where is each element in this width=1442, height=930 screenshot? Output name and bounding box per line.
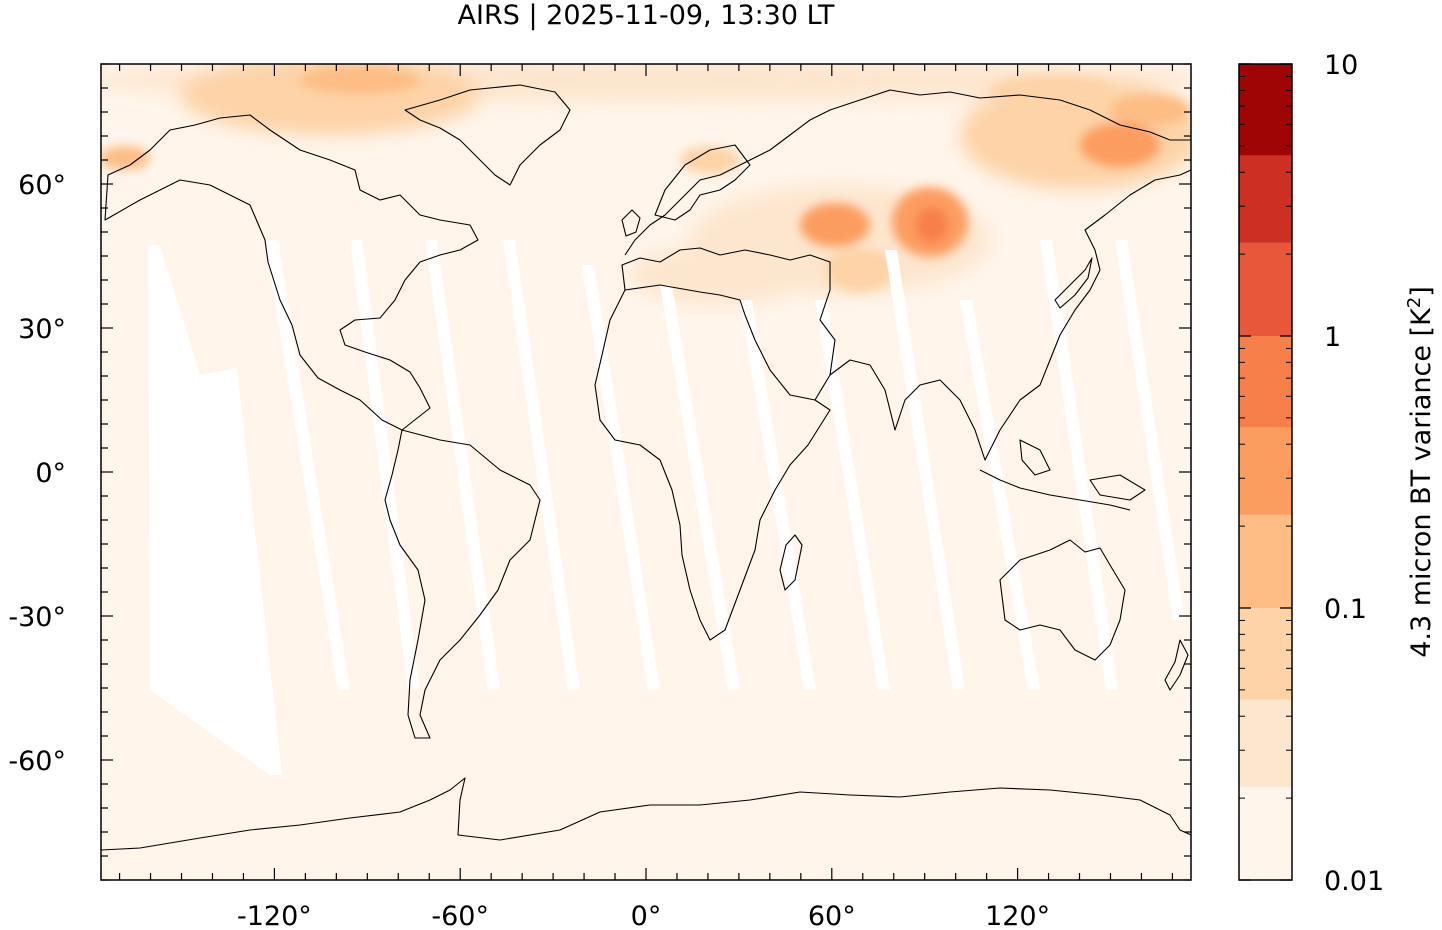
orbit-gap bbox=[1040, 240, 1118, 690]
field-okhotsk bbox=[1080, 123, 1160, 167]
y-tick-label: -60° bbox=[8, 746, 66, 777]
orbit-gap bbox=[740, 300, 816, 690]
coastline-africa bbox=[594, 284, 831, 641]
field-west-siberia bbox=[800, 203, 870, 247]
coastlines bbox=[101, 84, 1191, 851]
colorbar-tick-label: 0.01 bbox=[1324, 866, 1384, 897]
field-altai-core bbox=[916, 207, 948, 243]
coastline-japan bbox=[1054, 257, 1093, 309]
coastline-indonesia bbox=[979, 439, 1146, 511]
colorbar-frame bbox=[1238, 63, 1293, 881]
orbit-gap bbox=[660, 285, 740, 690]
colorbar-level bbox=[1239, 786, 1292, 880]
orbit-gap bbox=[1115, 240, 1185, 620]
field-mediterranean bbox=[630, 245, 810, 305]
variance-field bbox=[101, 64, 1191, 305]
colorbar-tick-label: 0.1 bbox=[1324, 594, 1367, 625]
field-kazakh bbox=[825, 248, 895, 292]
colorbar-label-close: ] bbox=[1406, 286, 1437, 297]
colorbar-label-sup: 2 bbox=[1404, 297, 1425, 308]
chart-title: AIRS | 2025-11-09, 13:30 LT bbox=[458, 0, 835, 31]
field-kamchatka bbox=[1110, 94, 1190, 126]
field-scandinavia bbox=[680, 146, 740, 174]
orbit-gap bbox=[815, 300, 890, 690]
x-tick-label: -60° bbox=[431, 901, 489, 930]
field-canada-arctic bbox=[180, 64, 480, 135]
x-axis: -120° -60° 0° 60° 120° bbox=[118, 64, 1174, 930]
colorbar-level bbox=[1239, 608, 1292, 700]
coastline-greenland bbox=[404, 84, 571, 186]
colorbar-tick-label: 1 bbox=[1324, 322, 1341, 353]
y-axis: 60° 30° 0° -30° -60° bbox=[8, 63, 1191, 881]
coastline-north-america bbox=[104, 114, 479, 431]
y-tick-label: 0° bbox=[35, 458, 66, 489]
orbit-gap bbox=[885, 250, 965, 690]
colorbar-level bbox=[1239, 155, 1292, 243]
coastline-antarctica bbox=[101, 777, 1191, 851]
colorbar bbox=[1239, 64, 1292, 880]
coastline-eurasia bbox=[621, 89, 1191, 461]
colorbar-level bbox=[1239, 64, 1292, 156]
coastline-australia bbox=[999, 539, 1126, 661]
field-greenland-w bbox=[300, 66, 420, 94]
y-tick-label: -30° bbox=[8, 602, 66, 633]
orbit-gap bbox=[960, 300, 1040, 690]
field-alaska bbox=[101, 146, 150, 170]
x-tick-label: -120° bbox=[237, 901, 312, 930]
colorbar-ticks: 10 1 0.1 0.01 bbox=[1239, 50, 1384, 897]
colorbar-level bbox=[1239, 514, 1292, 608]
colorbar-label: 4.3 micron BT variance [K2] bbox=[1404, 286, 1438, 658]
map-background bbox=[101, 64, 1191, 880]
colorbar-level bbox=[1239, 336, 1292, 428]
x-tick-label: 120° bbox=[985, 901, 1050, 930]
x-tick-label: 60° bbox=[808, 901, 856, 930]
coastline-madagascar bbox=[779, 534, 803, 591]
coastline-uk bbox=[621, 209, 641, 237]
colorbar-tick-label: 10 bbox=[1324, 50, 1358, 81]
orbit-gap bbox=[265, 240, 350, 690]
colorbar-level bbox=[1239, 242, 1292, 336]
coastline-scandinavia bbox=[654, 144, 751, 221]
orbit-gap bbox=[503, 240, 580, 690]
orbit-gap bbox=[425, 240, 500, 690]
orbit-gaps bbox=[148, 240, 1185, 775]
colorbar-level bbox=[1239, 427, 1292, 515]
x-tick-label: 0° bbox=[631, 901, 662, 930]
colorbar-level bbox=[1239, 699, 1292, 787]
orbit-gap bbox=[582, 265, 660, 690]
map-panel bbox=[101, 64, 1191, 880]
coastline-south-america bbox=[384, 429, 541, 739]
field-east-arctic bbox=[990, 76, 1110, 104]
orbit-gap bbox=[148, 245, 282, 775]
y-tick-label: 60° bbox=[18, 170, 66, 201]
coastline-new-zealand bbox=[1164, 639, 1189, 691]
colorbar-label-text: 4.3 micron BT variance [K bbox=[1406, 307, 1437, 658]
y-tick-label: 30° bbox=[18, 314, 66, 345]
